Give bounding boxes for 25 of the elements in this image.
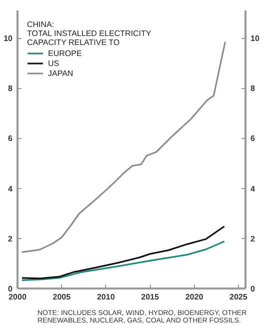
legend-label: EUROPE	[48, 48, 82, 58]
y2-tick-label: 10	[250, 34, 260, 44]
y-tick-label: 2	[8, 234, 14, 244]
y2-tick-label: 0	[250, 284, 256, 294]
y-tick-label: 10	[4, 34, 14, 44]
y-tick-label: 6	[8, 134, 14, 144]
x-tick-label: 2000	[8, 292, 27, 302]
y2-tick-label: 4	[250, 184, 256, 194]
line-series	[21, 240, 226, 282]
legend-label: JAPAN	[48, 68, 74, 78]
y-tick-label: 4	[8, 184, 14, 194]
line-series	[21, 41, 226, 253]
x-tick-label: 2015	[141, 292, 160, 302]
x-tick-label: 2010	[96, 292, 116, 302]
y2-tick-label: 6	[250, 134, 256, 144]
legend-title: CHINA: TOTAL INSTALLED ELECTRICITY CAPACITY RELATIVE TO	[27, 20, 152, 47]
x-tick-label: 2020	[185, 292, 204, 302]
x-tick-label: 2025	[230, 292, 248, 302]
x-tick-label: 2005	[52, 292, 72, 302]
legend-label: US	[48, 58, 60, 68]
y-tick-label: 0	[8, 284, 14, 294]
y-tick-label: 8	[8, 84, 14, 94]
line-series	[21, 226, 226, 280]
y2-tick-label: 2	[250, 234, 256, 244]
y2-tick-label: 8	[250, 84, 256, 94]
